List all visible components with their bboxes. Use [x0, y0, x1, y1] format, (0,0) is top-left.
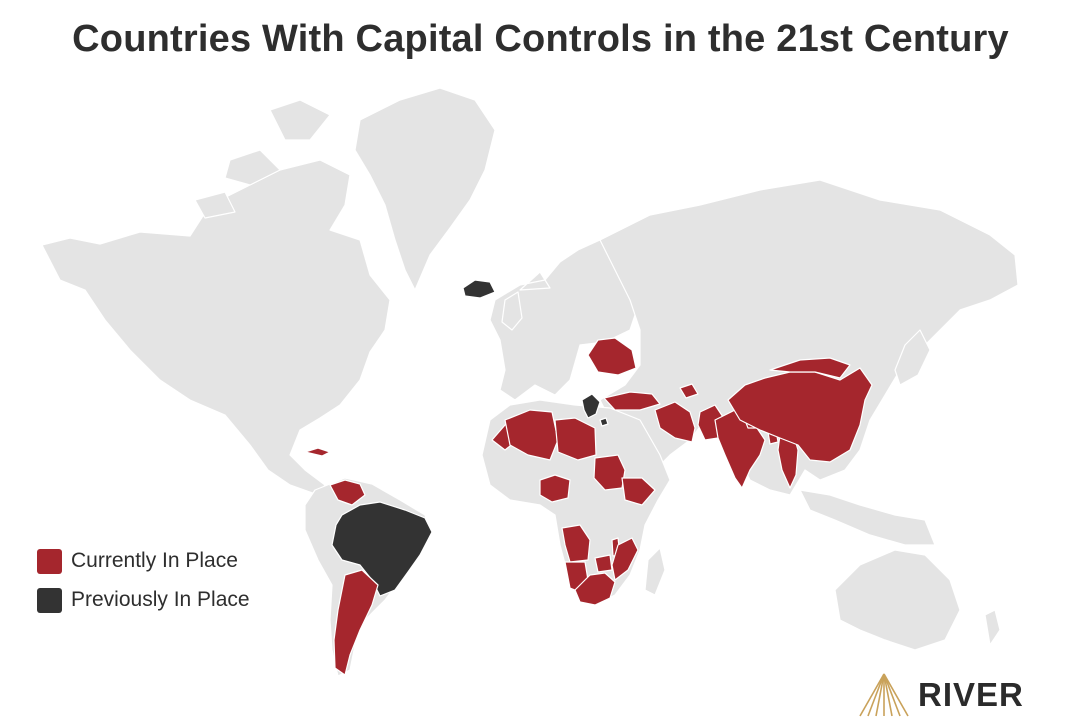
- country-angola: [561, 524, 591, 563]
- legend-swatch-previous: [37, 587, 62, 613]
- country-argentina: [333, 569, 379, 676]
- country-turkey: [603, 391, 661, 411]
- land-greenland: [354, 87, 496, 291]
- country-zimbabwe: [594, 554, 613, 573]
- country-azerbaijan: [679, 383, 699, 399]
- country-cyprus: [599, 417, 609, 427]
- legend-label-previous: Previously In Place: [71, 588, 250, 611]
- country-mozambique: [611, 537, 639, 581]
- legend-swatch-current: [37, 548, 62, 574]
- country-iceland: [462, 279, 496, 299]
- land-europe: [489, 239, 641, 401]
- country-libya: [554, 417, 597, 461]
- current-layer: [304, 337, 873, 676]
- country-greece: [581, 393, 601, 419]
- country-ukraine: [587, 337, 637, 376]
- land-britain: [501, 291, 523, 331]
- country-sudan: [593, 454, 626, 491]
- country-algeria: [504, 409, 559, 461]
- brand-logo: RIVER: [858, 672, 1024, 718]
- previous-layer: [331, 279, 609, 597]
- country-iran: [654, 401, 696, 443]
- brand-name: RIVER: [918, 676, 1024, 713]
- land-canadian-arctic: [194, 99, 331, 219]
- legend-item-current: Currently In Place: [37, 548, 250, 574]
- legend-label-current: Currently In Place: [71, 549, 238, 572]
- country-brazil: [331, 501, 433, 597]
- land-australia: [834, 549, 961, 651]
- legend-item-previous: Previously In Place: [37, 587, 250, 613]
- country-venezuela: [329, 479, 366, 506]
- country-mongolia: [769, 357, 851, 379]
- land-japan: [894, 329, 931, 386]
- legend: Currently In Place Previously In Place: [37, 548, 250, 626]
- country-ethiopia: [621, 477, 656, 506]
- country-south-africa: [574, 572, 616, 606]
- river-logo-icon: [859, 673, 909, 717]
- country-cuba: [304, 447, 331, 457]
- country-china: [727, 367, 873, 463]
- land-southeast-asia: [799, 489, 936, 546]
- land-north-america: [41, 159, 391, 496]
- map-title: Countries With Capital Controls in the 2…: [72, 18, 1009, 60]
- land-madagascar: [644, 547, 666, 596]
- country-nigeria: [539, 474, 571, 503]
- land-new-zealand: [984, 609, 1001, 646]
